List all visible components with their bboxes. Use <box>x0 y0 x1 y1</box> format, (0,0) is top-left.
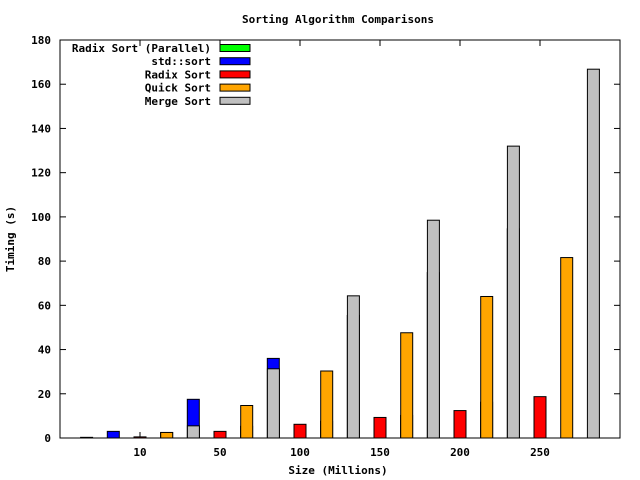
y-axis-label: Timing (s) <box>4 206 17 272</box>
chart-title: Sorting Algorithm Comparisons <box>242 13 434 26</box>
bar <box>480 295 494 439</box>
bar <box>266 368 280 439</box>
bar <box>213 430 227 439</box>
y-axis: 0 20 40 60 80 100 120 140 160 180 <box>31 34 620 445</box>
bar <box>586 68 600 439</box>
bars-group <box>80 68 600 439</box>
bar <box>346 295 360 439</box>
y-tick-label: 60 <box>38 299 51 312</box>
legend-label: Radix Sort (Parallel) <box>72 42 211 55</box>
y-tick-label: 120 <box>31 167 51 180</box>
bar <box>426 219 440 439</box>
legend-label: Merge Sort <box>145 95 211 108</box>
legend-swatch <box>219 96 251 105</box>
legend-swatch <box>219 83 251 92</box>
y-tick-label: 160 <box>31 78 51 91</box>
bar <box>453 410 467 439</box>
bar <box>400 332 414 439</box>
plot-frame <box>59 39 621 439</box>
bar <box>293 423 307 439</box>
x-tick-label: 10 <box>133 446 146 459</box>
x-axis: 10 50 100 150 200 250 <box>133 40 550 459</box>
y-tick-label: 100 <box>31 211 51 224</box>
y-tick-label: 0 <box>44 432 51 445</box>
y-tick-label: 180 <box>31 34 51 47</box>
x-tick-label: 250 <box>530 446 550 459</box>
x-tick-label: 100 <box>290 446 310 459</box>
legend-label: std::sort <box>151 55 211 68</box>
bar <box>80 436 94 439</box>
legend-label: Radix Sort <box>145 68 211 81</box>
bar <box>160 431 174 439</box>
legend-swatch <box>219 70 251 79</box>
bar <box>240 405 254 439</box>
legend-label: Quick Sort <box>145 82 211 95</box>
bar <box>106 430 120 439</box>
bar <box>133 436 147 439</box>
x-axis-label: Size (Millions) <box>288 464 387 477</box>
bar <box>320 370 334 439</box>
legend-swatch <box>219 44 251 52</box>
y-tick-label: 140 <box>31 122 51 135</box>
x-tick-label: 50 <box>213 446 226 459</box>
x-tick-label: 150 <box>370 446 390 459</box>
bar <box>373 416 387 439</box>
bar <box>506 145 520 439</box>
y-tick-label: 80 <box>38 255 51 268</box>
x-tick-label: 200 <box>450 446 470 459</box>
bar <box>533 396 547 439</box>
bar <box>560 257 574 439</box>
bar <box>186 425 200 439</box>
y-tick-label: 40 <box>38 344 51 357</box>
legend-swatch <box>219 57 251 66</box>
y-tick-label: 20 <box>38 388 51 401</box>
